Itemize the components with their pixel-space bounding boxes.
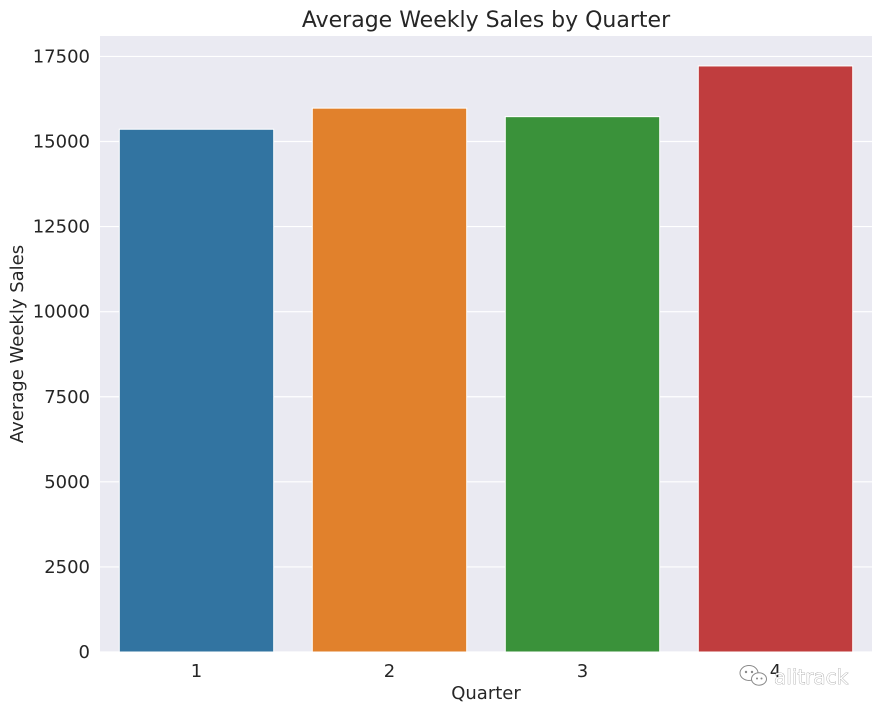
- y-tick-label: 5000: [44, 472, 90, 493]
- bar-quarter-3: [504, 116, 661, 653]
- x-tick-labels: 1 2 3 4: [191, 661, 781, 682]
- bars: [118, 65, 854, 653]
- y-tick-label: 2500: [44, 557, 90, 578]
- y-tick-label: 17500: [33, 46, 90, 67]
- y-tick-label: 7500: [44, 387, 90, 408]
- chart-title: Average Weekly Sales by Quarter: [302, 8, 671, 33]
- x-tick-label: 4: [770, 661, 781, 682]
- x-tick-label: 1: [191, 661, 202, 682]
- y-tick-labels: 0 2500 5000 7500 10000 12500 15000 17500: [33, 46, 90, 663]
- y-tick-label: 15000: [33, 132, 90, 153]
- bar-quarter-2: [311, 107, 468, 653]
- x-tick-label: 2: [384, 661, 395, 682]
- y-tick-label: 10000: [33, 302, 90, 323]
- x-axis-label: Quarter: [451, 683, 521, 704]
- y-tick-label: 12500: [33, 217, 90, 238]
- watermark-text: alitrack: [774, 665, 849, 689]
- y-axis-label: Average Weekly Sales: [7, 245, 28, 443]
- bar-quarter-1: [118, 128, 275, 653]
- watermark: alitrack: [739, 665, 849, 689]
- bar-quarter-4: [697, 65, 854, 653]
- wechat-icon: [739, 665, 767, 686]
- y-tick-label: 0: [79, 642, 90, 663]
- x-tick-label: 3: [577, 661, 588, 682]
